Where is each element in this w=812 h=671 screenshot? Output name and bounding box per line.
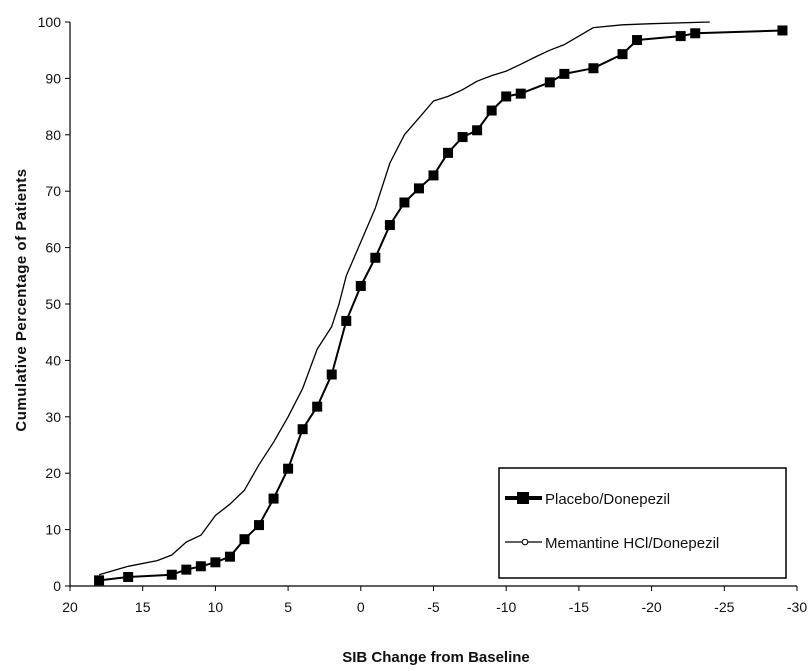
placebo-donepezil-point (777, 25, 788, 36)
x-tick-label: 10 (208, 599, 224, 615)
placebo-donepezil-point (413, 183, 424, 194)
placebo-donepezil-point (268, 493, 279, 504)
y-tick-label: 90 (45, 70, 61, 86)
x-tick-label: -30 (787, 599, 807, 615)
placebo-donepezil-point (312, 401, 323, 412)
placebo-donepezil-point (472, 125, 483, 136)
placebo-donepezil-point (195, 561, 206, 572)
axes (65, 21, 798, 591)
y-tick-label: 30 (45, 409, 61, 425)
placebo-donepezil-point (355, 280, 366, 291)
placebo-donepezil-point (181, 564, 192, 575)
x-tick-label: -5 (427, 599, 440, 615)
placebo-donepezil-point (457, 132, 468, 143)
y-tick-label: 80 (45, 127, 61, 143)
legend-label-memantine: Memantine HCl/Donepezil (545, 535, 719, 552)
x-tick-label: -15 (569, 599, 589, 615)
legend-swatch-placebo-marker (517, 492, 529, 504)
y-tick-label: 70 (45, 183, 61, 199)
placebo-donepezil-point (254, 520, 265, 531)
y-tick-label: 50 (45, 296, 61, 312)
placebo-donepezil-point (326, 369, 337, 380)
placebo-donepezil-point (384, 220, 395, 231)
placebo-donepezil-point (428, 170, 439, 181)
placebo-donepezil-point (210, 557, 221, 568)
placebo-donepezil-point (123, 571, 134, 582)
placebo-donepezil-point (443, 147, 454, 158)
legend-label-placebo: Placebo/Donepezil (545, 491, 670, 508)
x-tick-label: 20 (62, 599, 78, 615)
x-tick-label: -20 (641, 599, 661, 615)
legend: Placebo/Donepezil Memantine HCl/Donepezi… (498, 467, 787, 579)
placebo-donepezil-point (166, 569, 177, 580)
placebo-donepezil-point (501, 91, 512, 102)
placebo-donepezil-point (559, 68, 570, 79)
placebo-donepezil-point (617, 49, 628, 60)
y-tick-label: 0 (53, 578, 61, 594)
placebo-donepezil-point (675, 31, 686, 42)
y-tick-label: 100 (38, 14, 62, 30)
legend-swatch-memantine-marker (521, 538, 529, 546)
x-tick-label: -10 (496, 599, 516, 615)
placebo-donepezil-point (370, 252, 381, 263)
placebo-donepezil-point (94, 575, 105, 586)
x-tick-label: 15 (135, 599, 151, 615)
y-tick-label: 20 (45, 465, 61, 481)
x-tick-label: 0 (357, 599, 365, 615)
legend-box (498, 467, 787, 579)
placebo-donepezil-point (486, 105, 497, 116)
placebo-donepezil-point (515, 88, 526, 99)
placebo-donepezil-point (239, 534, 250, 545)
y-tick-label: 10 (45, 522, 61, 538)
y-axis-title: Cumulative Percentage of Patients (13, 168, 30, 431)
placebo-donepezil-point (341, 315, 352, 326)
y-tick-label: 60 (45, 240, 61, 256)
memantine-donepezil-series-line (98, 21, 710, 576)
placebo-donepezil-point (297, 424, 308, 435)
placebo-donepezil-point (224, 551, 235, 562)
placebo-donepezil-point (544, 77, 555, 88)
x-tick-label: -25 (714, 599, 734, 615)
y-tick-label: 40 (45, 352, 61, 368)
x-axis-title: SIB Change from Baseline (342, 649, 530, 666)
placebo-donepezil-point (632, 35, 643, 46)
placebo-donepezil-point (588, 63, 599, 74)
placebo-donepezil-point (399, 197, 410, 208)
x-tick-label: 5 (284, 599, 292, 615)
plot-area (94, 21, 788, 586)
placebo-donepezil-point (283, 463, 294, 474)
placebo-donepezil-point (690, 28, 701, 39)
